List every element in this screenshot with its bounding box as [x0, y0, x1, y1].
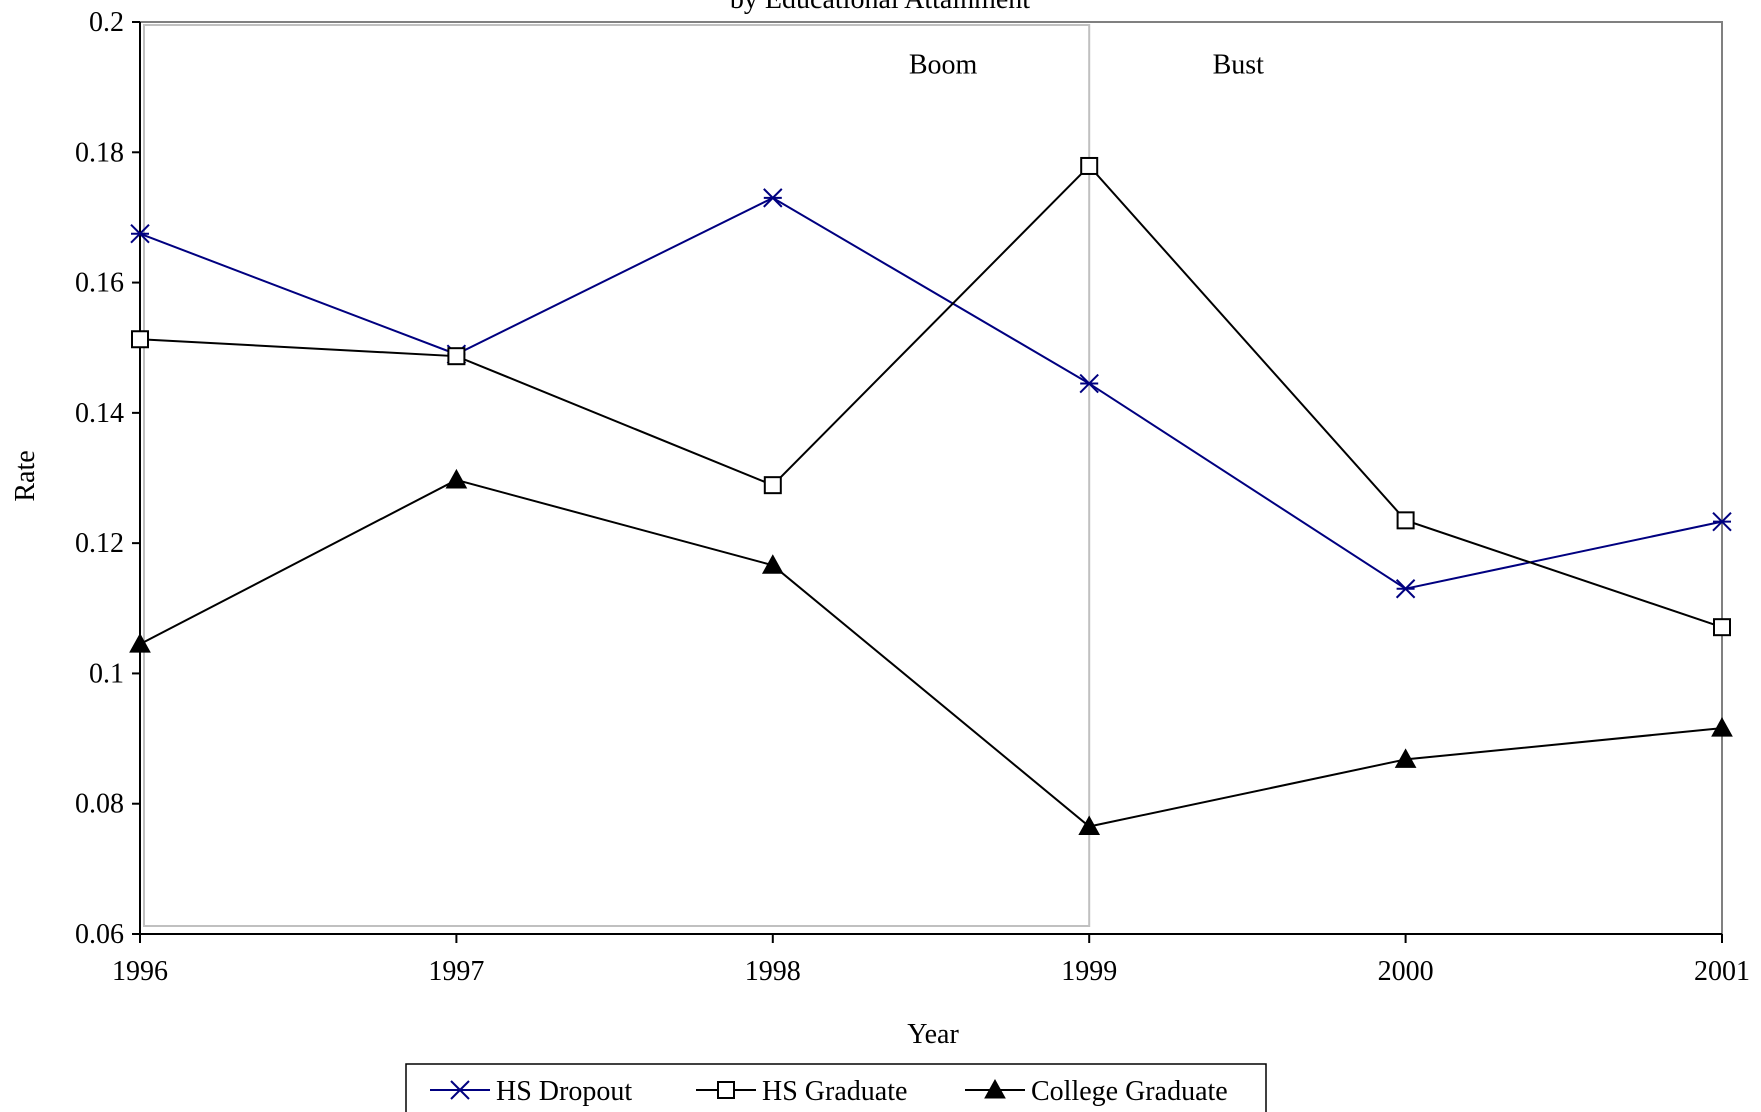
series-hs-graduate	[131, 156, 1731, 637]
data-point	[1712, 511, 1732, 532]
series-hs-dropout	[130, 188, 1732, 599]
boom-region	[143, 24, 1091, 927]
data-point	[763, 188, 783, 208]
axes	[139, 21, 1723, 935]
legend-entry: HS Graduate	[696, 1076, 907, 1107]
boom-region-box	[143, 24, 1091, 927]
data-point	[761, 554, 784, 574]
data-point	[1711, 717, 1733, 737]
series-college-graduate	[129, 468, 1733, 836]
series-line	[139, 196, 1723, 590]
y-tick-label: 0.2	[89, 7, 124, 38]
data-point	[763, 476, 782, 495]
data-point	[447, 347, 466, 366]
data-point	[1713, 618, 1731, 637]
data-point	[131, 330, 149, 349]
x-tick-label: 1996	[112, 956, 168, 987]
legend: HS Dropout HS Graduate College Graduate	[405, 1063, 1267, 1112]
legend-swatch-marker	[717, 1081, 735, 1099]
data-point	[1394, 748, 1417, 768]
y-axis-ticks: 0.06 0.08 0.1 0.12 0.14 0.16 0.18 0.2	[75, 7, 140, 950]
y-tick-label: 0.12	[75, 528, 124, 559]
legend-entry: HS Dropout	[430, 1076, 632, 1107]
data-point	[1079, 373, 1099, 394]
data-point	[1080, 156, 1099, 175]
legend-label: HS Dropout	[496, 1076, 632, 1107]
data-point	[445, 468, 468, 489]
data-point	[1395, 579, 1416, 599]
legend-swatch-marker	[450, 1080, 470, 1100]
y-tick-label: 0.18	[75, 137, 124, 168]
legend-label: HS Graduate	[762, 1076, 907, 1107]
legend-label: College Graduate	[1031, 1076, 1228, 1107]
y-tick-label: 0.08	[75, 789, 124, 820]
y-tick-label: 0.1	[89, 658, 124, 689]
data-point	[1396, 511, 1415, 530]
legend-swatch-marker	[984, 1078, 1006, 1099]
series-line	[139, 164, 1723, 629]
x-tick-label: 2000	[1378, 956, 1434, 987]
annotations: Boom Bust	[909, 49, 1264, 80]
x-axis-ticks: 1996 1997 1998 1999 2000 2001	[112, 934, 1750, 987]
y-tick-label: 0.16	[75, 268, 124, 299]
y-tick-label: 0.14	[75, 398, 124, 429]
x-tick-label: 1999	[1061, 956, 1117, 987]
plot-area-border	[139, 21, 1723, 935]
x-tick-label: 1998	[745, 956, 801, 987]
legend-box	[405, 1063, 1267, 1112]
annotation-label: Bust	[1213, 49, 1265, 80]
data-point	[129, 633, 151, 653]
y-axis-title: Rate	[10, 450, 41, 501]
x-axis-title: Year	[907, 1019, 959, 1050]
legend-entry: College Graduate	[965, 1076, 1228, 1107]
x-tick-label: 2001	[1694, 956, 1750, 987]
chart-title: by Educational Attainment	[730, 0, 1030, 15]
y-tick-label: 0.06	[75, 919, 124, 950]
data-point	[130, 224, 150, 244]
series-line	[139, 478, 1723, 828]
series-lines	[129, 156, 1733, 836]
data-point	[1078, 815, 1101, 836]
x-tick-label: 1997	[428, 956, 484, 987]
annotation-label: Boom	[909, 49, 978, 80]
